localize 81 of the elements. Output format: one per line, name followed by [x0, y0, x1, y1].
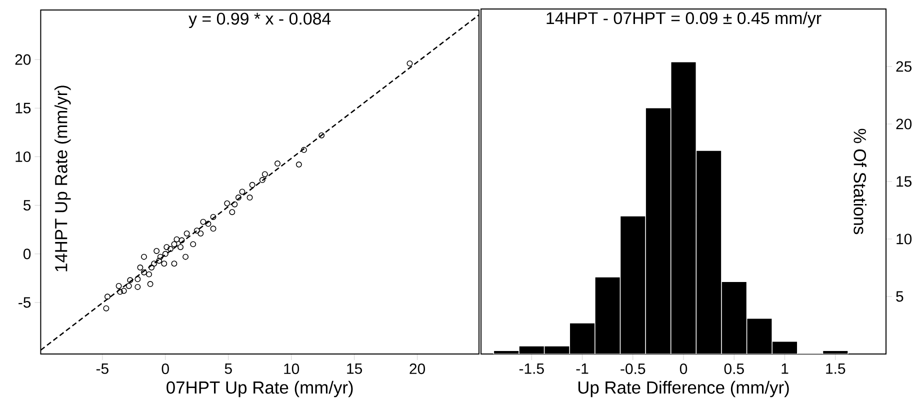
point: [104, 294, 110, 300]
x-tick-label: -1: [576, 364, 588, 374]
point: [262, 171, 268, 178]
point: [205, 220, 212, 227]
point: [300, 146, 307, 153]
point: [198, 230, 204, 236]
point: [229, 209, 236, 216]
point: [117, 288, 124, 295]
x-tick-label: 1.5: [826, 364, 846, 374]
y-tick-label: 10: [16, 151, 31, 162]
y-tick-label: 25: [896, 61, 912, 72]
x-tick-label: 0: [680, 363, 688, 374]
y-tick-label: 20: [15, 54, 31, 65]
y-tick-label: 10: [896, 234, 912, 244]
point: [161, 260, 168, 267]
point: [318, 132, 325, 138]
point: [156, 258, 162, 264]
point: [406, 60, 413, 66]
point: [140, 269, 147, 276]
y-tick-label: 15: [896, 176, 912, 187]
x-tick-label: 1: [782, 364, 788, 374]
chart-title: 14HPT - 07HPT = 0.09 ± 0.45 mm/yr: [546, 12, 822, 28]
x-tick-label: -5: [96, 364, 108, 374]
point: [167, 246, 174, 252]
point: [154, 248, 160, 254]
point: [259, 177, 266, 184]
y-tick-label: 5: [896, 291, 904, 302]
y-axis-title: 14HPT Up Rate (mm/yr): [54, 86, 71, 272]
point: [239, 188, 246, 195]
x-tick-label: 0.5: [724, 363, 744, 374]
point: [126, 282, 132, 289]
y-tick-label: 20: [896, 118, 912, 130]
point: [235, 194, 242, 201]
point: [174, 236, 180, 242]
point: [148, 264, 155, 270]
point: [146, 271, 152, 278]
point: [184, 230, 190, 236]
y-tick-label: -5: [18, 297, 31, 308]
point: [157, 254, 164, 260]
point: [232, 201, 238, 208]
x-tick-label: -1.5: [519, 364, 544, 374]
x-tick-label: 10: [284, 363, 300, 374]
point: [190, 241, 196, 248]
point: [296, 162, 302, 168]
x-tick-label: 0: [162, 363, 169, 374]
x-tick-label: 20: [410, 363, 426, 374]
chart-title: y = 0.99 * x - 0.084: [188, 12, 331, 28]
point: [224, 200, 230, 206]
point: [137, 264, 144, 270]
y-tick-label: 5: [23, 200, 31, 211]
point: [210, 226, 216, 232]
point: [171, 241, 178, 248]
y-tick-label: 15: [16, 102, 31, 114]
point: [120, 288, 127, 294]
point: [210, 214, 216, 220]
point: [147, 281, 154, 288]
point: [182, 254, 189, 260]
x-tick-label: 5: [224, 364, 232, 374]
x-axis-title: Up Rate Difference (mm/yr): [578, 380, 789, 398]
point: [274, 160, 280, 167]
point: [164, 244, 170, 250]
y-tick-label: 0: [23, 248, 31, 260]
point: [151, 260, 158, 267]
point: [200, 218, 206, 225]
x-tick-label: 15: [347, 364, 362, 374]
point: [127, 277, 134, 284]
point: [194, 228, 200, 234]
point: [140, 254, 147, 260]
point: [246, 194, 253, 201]
y-axis-title: % Of Stations: [854, 128, 867, 234]
point: [249, 182, 256, 188]
x-tick-label: -0.5: [620, 363, 646, 374]
point: [178, 237, 185, 244]
point: [162, 250, 168, 257]
point: [103, 305, 110, 312]
point: [171, 260, 178, 267]
point: [178, 244, 184, 250]
point: [134, 284, 141, 290]
point: [134, 276, 141, 282]
point: [116, 282, 122, 289]
x-axis-title: 07HPT Up Rate (mm/yr): [166, 380, 353, 398]
